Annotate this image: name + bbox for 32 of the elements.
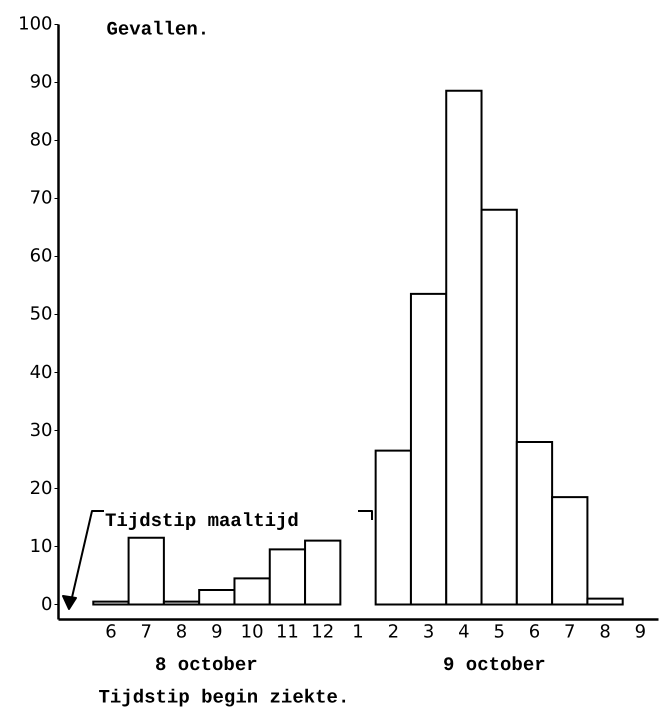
x-tick-label: 3 bbox=[422, 622, 434, 642]
x-tick-label: 8 bbox=[599, 622, 611, 642]
y-axis-title: Gevallen. bbox=[106, 18, 210, 40]
x-tick-label: 1 bbox=[352, 622, 364, 642]
y-tick-label: 70 bbox=[30, 188, 52, 209]
x-tick-label: 8 bbox=[176, 622, 188, 642]
x-axis-title: Tijdstip begin ziekte. bbox=[98, 686, 350, 708]
text: 8 october bbox=[155, 654, 258, 676]
y-tick-label: 40 bbox=[30, 362, 52, 383]
x-tick-label: 6 bbox=[105, 622, 117, 642]
y-tick-label: 0 bbox=[41, 594, 52, 615]
x-tick-label: 2 bbox=[388, 622, 400, 642]
x-tick-label: 9 bbox=[211, 622, 223, 642]
y-tick-label: 10 bbox=[30, 536, 52, 557]
x-tick-label: 10 bbox=[240, 622, 264, 642]
x-tick-label: 11 bbox=[276, 622, 299, 642]
x-tick-label: 9 bbox=[634, 622, 646, 642]
y-tick-label: 100 bbox=[18, 14, 52, 34]
y-tick-label: 30 bbox=[30, 420, 52, 441]
y-tick-label: 80 bbox=[30, 130, 52, 151]
x-tick-label: 12 bbox=[311, 622, 334, 642]
y-tick-label: 90 bbox=[30, 72, 52, 93]
text: 9 october bbox=[443, 654, 546, 676]
x-tick-label: 5 bbox=[493, 622, 505, 642]
y-tick-label: 60 bbox=[30, 246, 52, 267]
annotation: Tijdstip maaltijd bbox=[105, 510, 299, 532]
y-tick-label: 50 bbox=[30, 304, 52, 325]
x-tick-label: 4 bbox=[458, 622, 470, 642]
y-tick-label: 20 bbox=[30, 478, 52, 499]
x-tick-label: 6 bbox=[528, 622, 540, 642]
x-tick-label: 7 bbox=[140, 622, 152, 642]
x-tick-label: 7 bbox=[564, 622, 576, 642]
